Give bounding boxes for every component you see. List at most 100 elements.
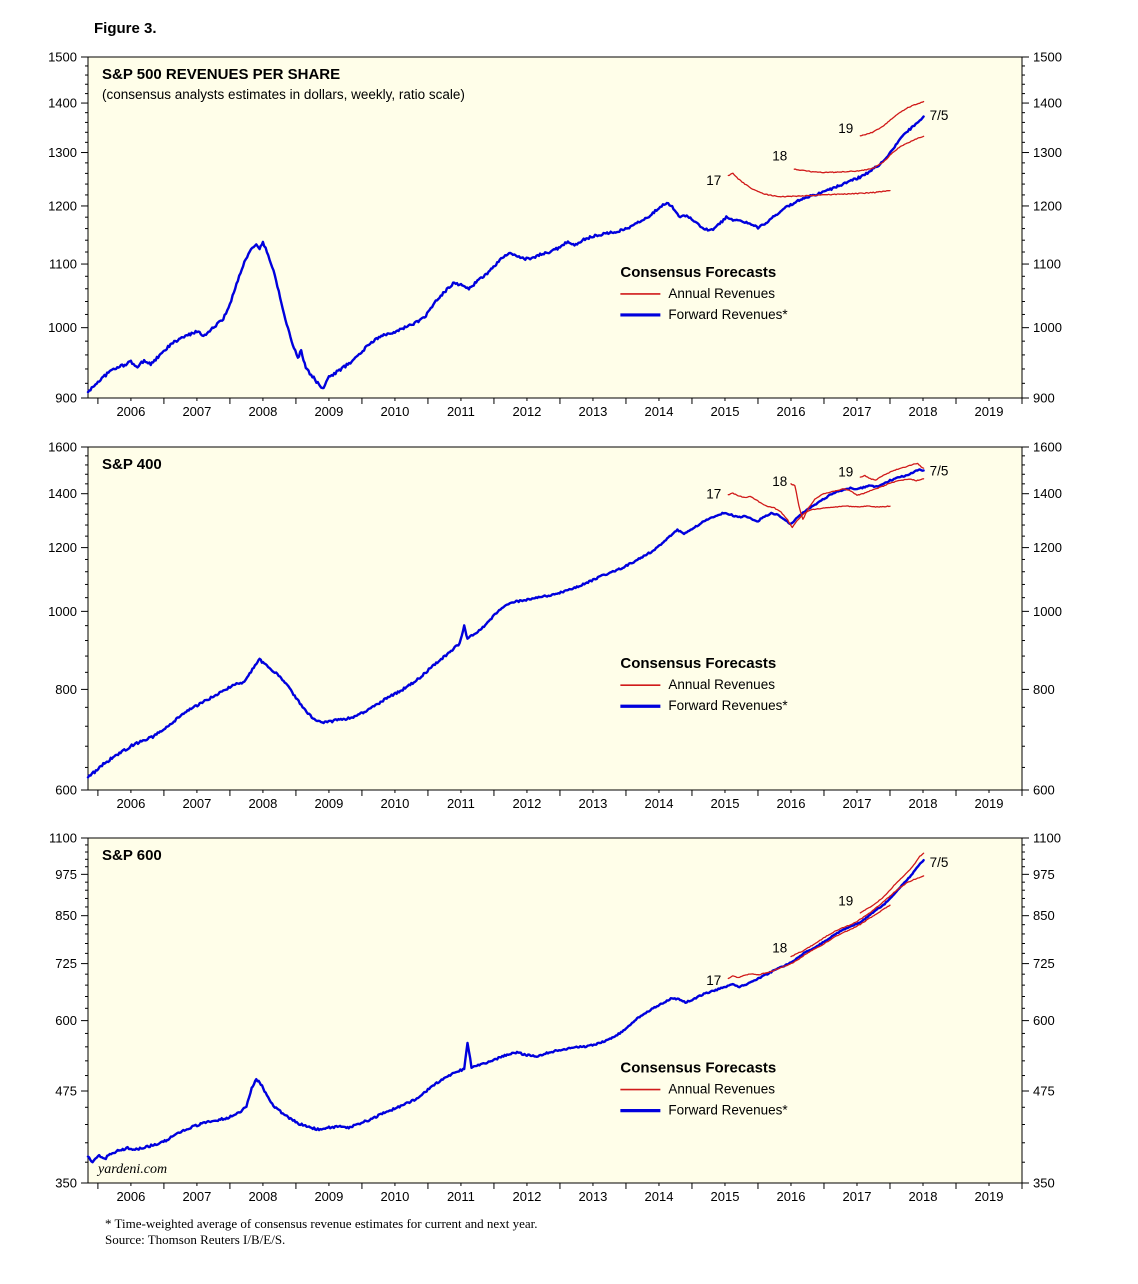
watermark: yardeni.com: [96, 1162, 167, 1177]
x-axis-year-label: 2015: [711, 796, 740, 811]
figure-label: Figure 3.: [94, 20, 157, 37]
legend-label-forward: Forward Revenues*: [668, 1103, 788, 1118]
footnote-definition: * Time-weighted average of consensus rev…: [105, 1216, 538, 1231]
legend-label-annual: Annual Revenues: [668, 1082, 775, 1097]
y-axis-label-left: 475: [55, 1083, 77, 1098]
x-axis-year-label: 2013: [578, 796, 607, 811]
y-axis-label-left: 975: [55, 867, 77, 882]
chart-title: S&P 600: [102, 847, 162, 864]
footnotes: * Time-weighted average of consensus rev…: [105, 1216, 537, 1248]
y-axis-label-right: 600: [1033, 1013, 1055, 1028]
x-axis-year-label: 2016: [777, 796, 806, 811]
y-axis-label-right: 1400: [1033, 486, 1062, 501]
x-axis-year-label: 2016: [777, 404, 806, 419]
annotation-7-5: 7/5: [930, 463, 949, 478]
series-line-annual-17: [727, 904, 891, 980]
chart-title: S&P 500 REVENUES PER SHARE: [102, 66, 340, 83]
y-axis-label-left: 350: [55, 1176, 77, 1191]
y-axis-label-left: 900: [55, 391, 77, 406]
x-axis-year-label: 2010: [380, 404, 409, 419]
y-axis-label-left: 1300: [48, 145, 77, 160]
x-axis-year-label: 2019: [975, 1189, 1004, 1204]
plot-area: [87, 56, 1023, 399]
x-axis-year-label: 2013: [578, 404, 607, 419]
y-axis-label-right: 1000: [1033, 320, 1062, 335]
x-axis-year-label: 2009: [314, 1189, 343, 1204]
x-axis-year-label: 2018: [909, 1189, 938, 1204]
y-axis-label-right: 1100: [1033, 831, 1061, 846]
y-axis-label-left: 1600: [48, 440, 77, 455]
y-axis-label-right: 1200: [1033, 540, 1062, 555]
x-axis-year-label: 2006: [116, 404, 145, 419]
x-axis-year-label: 2015: [711, 404, 740, 419]
annotation-17: 17: [706, 487, 721, 502]
annotation-18: 18: [772, 474, 787, 489]
series-line-annual-17: [727, 172, 891, 198]
x-axis-year-label: 2013: [578, 1189, 607, 1204]
x-axis-year-label: 2006: [116, 1189, 145, 1204]
x-axis-year-label: 2010: [380, 1189, 409, 1204]
y-axis-label-left: 1000: [48, 604, 77, 619]
x-axis-year-label: 2009: [314, 796, 343, 811]
y-axis-label-left: 1100: [49, 257, 77, 272]
y-axis-label-right: 1300: [1033, 145, 1062, 160]
legend-title: Consensus Forecasts: [620, 1060, 776, 1077]
plot-area: [87, 837, 1023, 1184]
y-axis-label-right: 1000: [1033, 604, 1062, 619]
x-axis-year-label: 2019: [975, 404, 1004, 419]
y-axis-label-left: 1500: [48, 50, 77, 65]
y-axis-label-right: 725: [1033, 956, 1055, 971]
y-axis-label-left: 1200: [48, 540, 77, 555]
legend-title: Consensus Forecasts: [620, 655, 776, 672]
y-axis-label-left: 725: [55, 956, 77, 971]
x-axis-year-label: 2017: [843, 404, 872, 419]
y-axis-label-left: 1100: [49, 831, 77, 846]
x-axis-year-label: 2012: [512, 404, 541, 419]
series-line-annual-17: [727, 492, 891, 529]
x-axis-year-label: 2012: [512, 1189, 541, 1204]
y-axis-label-right: 975: [1033, 867, 1055, 882]
x-axis-year-label: 2012: [512, 796, 541, 811]
charts-canvas: 900 900 1000 1000 1100 1100 1200 1200 1300 1300 14…: [48, 50, 1062, 1205]
y-axis-label-right: 1200: [1033, 198, 1062, 213]
legend-title: Consensus Forecasts: [620, 264, 776, 281]
series-line-annual-19: [859, 100, 925, 137]
x-axis-year-label: 2014: [645, 404, 674, 419]
footnote-source: Source: Thomson Reuters I/B/E/S.: [105, 1232, 286, 1247]
y-axis-label-right: 1100: [1033, 257, 1061, 272]
x-axis-year-label: 2014: [645, 796, 674, 811]
legend-label-annual: Annual Revenues: [668, 286, 775, 301]
x-axis-year-label: 2010: [380, 796, 409, 811]
y-axis-label-left: 1400: [48, 486, 77, 501]
y-axis-label-right: 800: [1033, 682, 1055, 697]
annotation-18: 18: [772, 940, 787, 955]
x-axis-year-label: 2008: [248, 1189, 277, 1204]
y-axis-label-left: 600: [55, 783, 77, 798]
series-line-annual-19: [859, 852, 925, 914]
y-axis-label-right: 475: [1033, 1083, 1055, 1098]
y-axis-label-left: 800: [55, 682, 77, 697]
series-line-forward: [86, 468, 925, 779]
legend-label-annual: Annual Revenues: [668, 677, 775, 692]
x-axis-year-label: 2017: [843, 796, 872, 811]
chart-subtitle: (consensus analysts estimates in dollars…: [102, 87, 465, 102]
annotation-18: 18: [772, 149, 787, 164]
chart-title: S&P 400: [102, 456, 162, 473]
annotation-7-5: 7/5: [930, 855, 949, 870]
annotation-17: 17: [706, 173, 721, 188]
series-line-annual-18: [790, 478, 925, 520]
x-axis-year-label: 2017: [843, 1189, 872, 1204]
annotation-7-5: 7/5: [930, 108, 949, 123]
x-axis-year-label: 2018: [909, 796, 938, 811]
x-axis-year-label: 2006: [116, 796, 145, 811]
y-axis-label-left: 850: [55, 908, 77, 923]
x-axis-year-label: 2008: [248, 404, 277, 419]
y-axis-label-right: 1500: [1033, 50, 1062, 65]
x-axis-year-label: 2008: [248, 796, 277, 811]
y-axis-label-right: 600: [1033, 783, 1055, 798]
x-axis-year-label: 2009: [314, 404, 343, 419]
x-axis-year-label: 2011: [447, 1189, 475, 1204]
annotation-19: 19: [838, 465, 853, 480]
y-axis-label-left: 1200: [48, 198, 77, 213]
